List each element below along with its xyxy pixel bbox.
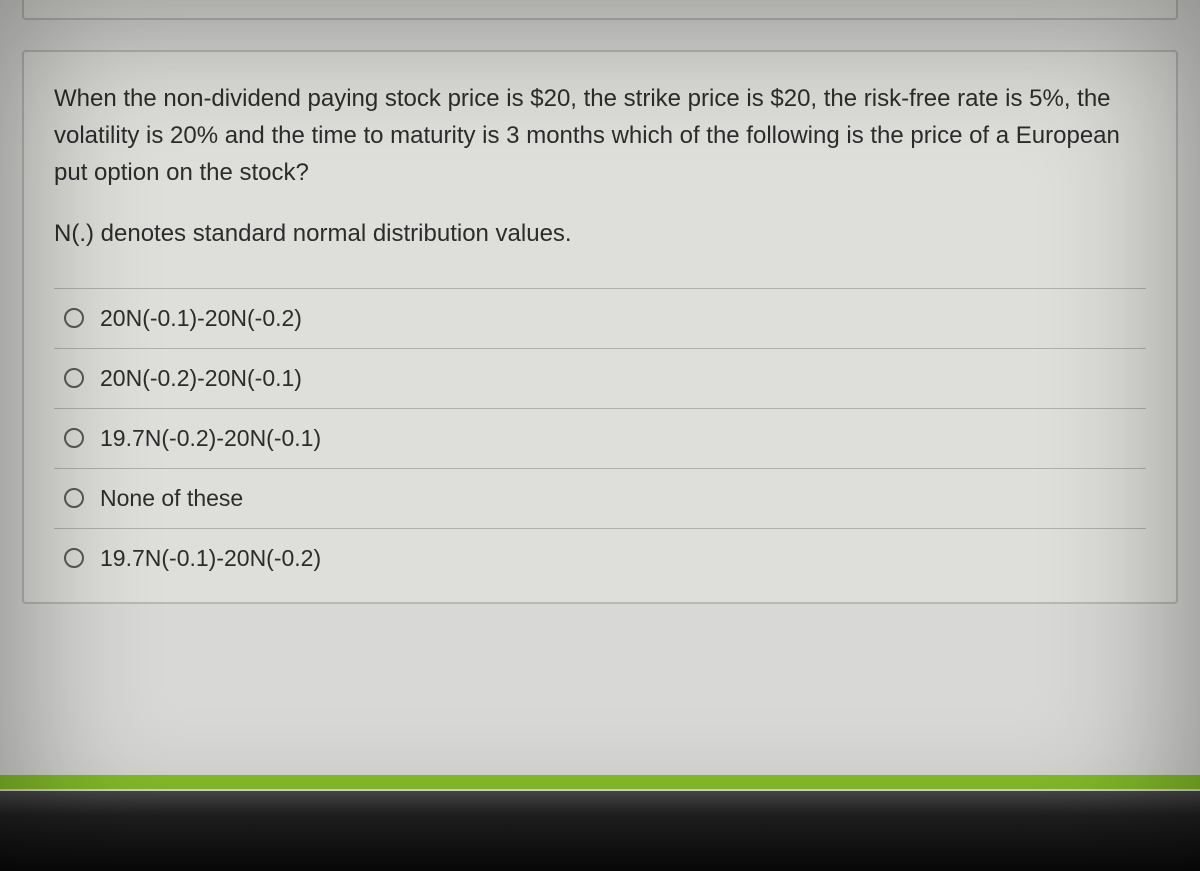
radio-icon: [64, 308, 84, 328]
progress-bar: [0, 775, 1200, 789]
option-label: 20N(-0.1)-20N(-0.2): [100, 305, 302, 332]
option-row[interactable]: 19.7N(-0.2)-20N(-0.1): [54, 409, 1146, 469]
option-row[interactable]: None of these: [54, 469, 1146, 529]
options-list: 20N(-0.1)-20N(-0.2) 20N(-0.2)-20N(-0.1) …: [54, 288, 1146, 588]
radio-icon: [64, 368, 84, 388]
question-text: When the non-dividend paying stock price…: [54, 80, 1146, 192]
page-wrap: When the non-dividend paying stock price…: [0, 0, 1200, 604]
radio-icon: [64, 488, 84, 508]
radio-icon: [64, 548, 84, 568]
option-row[interactable]: 19.7N(-0.1)-20N(-0.2): [54, 529, 1146, 588]
radio-icon: [64, 428, 84, 448]
question-note: N(.) denotes standard normal distributio…: [54, 216, 1146, 252]
previous-card-bottom: [22, 0, 1178, 20]
option-label: 20N(-0.2)-20N(-0.1): [100, 365, 302, 392]
option-label: None of these: [100, 485, 243, 512]
option-label: 19.7N(-0.2)-20N(-0.1): [100, 425, 321, 452]
question-card: When the non-dividend paying stock price…: [22, 50, 1178, 604]
option-row[interactable]: 20N(-0.1)-20N(-0.2): [54, 289, 1146, 349]
option-row[interactable]: 20N(-0.2)-20N(-0.1): [54, 349, 1146, 409]
option-label: 19.7N(-0.1)-20N(-0.2): [100, 545, 321, 572]
bottom-bar: [0, 791, 1200, 871]
